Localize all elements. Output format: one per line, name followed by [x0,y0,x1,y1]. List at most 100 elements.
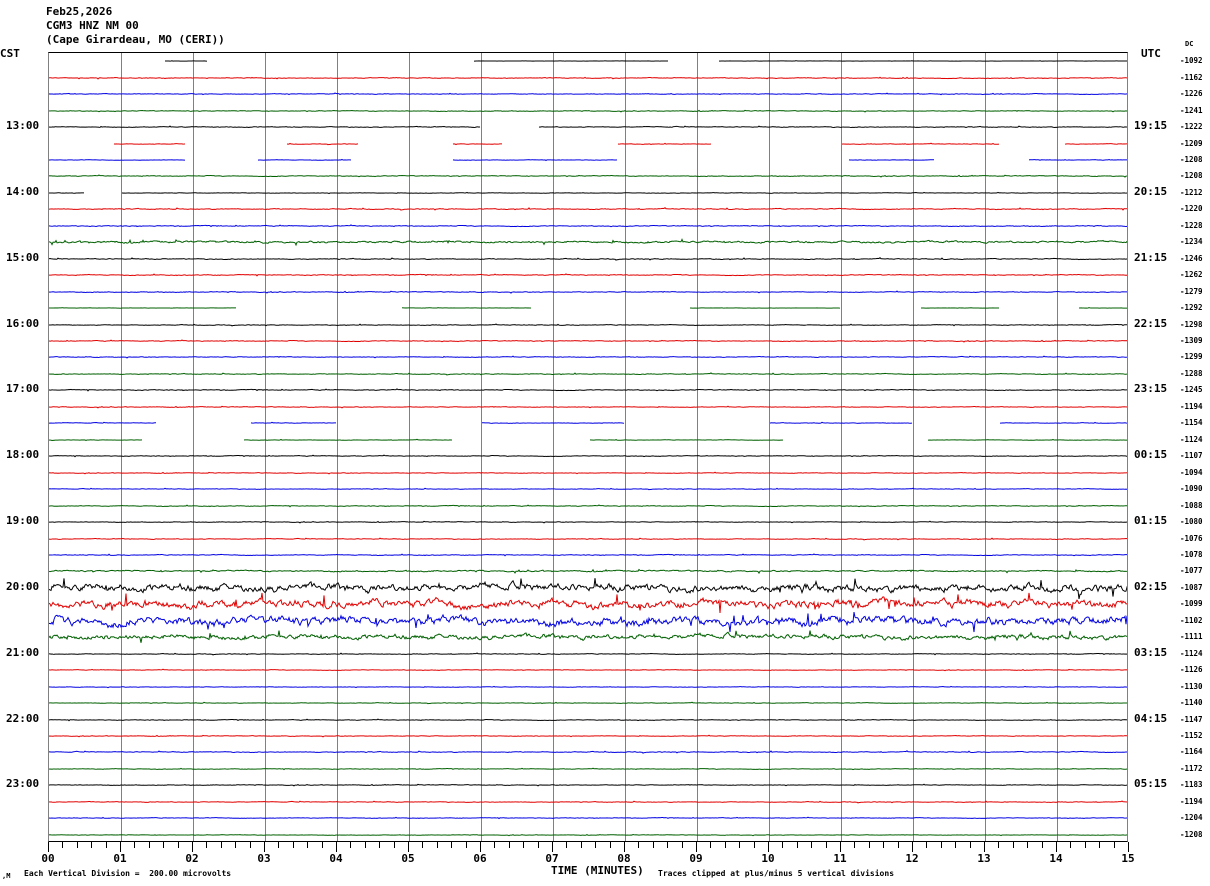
x-axis-minor-tick [566,842,567,848]
x-axis-major-tick [48,842,49,852]
seismic-trace [49,476,1127,502]
x-axis-minor-tick [998,842,999,848]
dc-offset-value: -1099 [1180,599,1203,609]
x-axis-major-tick [264,842,265,852]
dc-offset-value: -1194 [1180,796,1203,806]
grid-line-minute-09 [697,53,698,841]
x-axis-tick-label: 07 [545,852,559,865]
x-axis-minor-tick [725,842,726,848]
x-axis-minor-tick [538,842,539,848]
dc-offset-value: -1087 [1180,582,1203,592]
seismic-trace [49,805,1127,831]
x-axis-tick-label: 11 [833,852,847,865]
dc-offset-value: -1154 [1180,418,1203,428]
seismic-trace [49,789,1127,815]
seismic-trace [49,262,1127,288]
x-axis-major-tick [984,842,985,852]
seismic-trace [49,81,1127,107]
utc-time-label: 05:15 [1134,777,1168,791]
dc-offset-value: -1147 [1180,714,1203,724]
seismic-trace [49,657,1127,683]
dc-offset-value: -1208 [1180,171,1203,181]
clipping-note: Traces clipped at plus/minus 5 vertical … [658,869,895,878]
dc-offset-value: -1226 [1180,89,1203,99]
x-axis-minor-tick [1042,842,1043,848]
dc-offset-value: -1164 [1180,747,1203,757]
x-axis-minor-tick [307,842,308,848]
x-axis-minor-tick [422,842,423,848]
x-axis-tick-label: 13 [977,852,991,865]
x-axis-minor-tick [883,842,884,848]
x-axis-minor-tick [970,842,971,848]
dc-offset-value: -1172 [1180,763,1203,773]
x-axis-minor-tick [221,842,222,848]
dc-offset-value: -1162 [1180,72,1203,82]
x-axis [48,842,1129,852]
seismic-trace [49,756,1127,782]
x-axis-minor-tick [710,842,711,848]
dc-offset-value: -1140 [1180,698,1203,708]
x-axis-minor-tick [134,842,135,848]
x-axis-minor-tick [595,842,596,848]
dc-offset-value: -1298 [1180,319,1203,329]
x-axis-minor-tick [955,842,956,848]
x-axis-minor-tick [754,842,755,848]
x-axis-minor-tick [610,842,611,848]
seismic-trace [49,65,1127,91]
cst-time-label: 18:00 [6,448,40,462]
x-axis-minor-tick [206,842,207,848]
seismogram-plot[interactable] [48,52,1128,842]
x-axis-minor-tick [178,842,179,848]
grid-line-minute-05 [409,53,410,841]
utc-time-label: 01:15 [1134,514,1168,528]
seismic-trace [49,213,1127,239]
seismic-trace [49,493,1127,519]
x-axis-minor-tick [1070,842,1071,848]
vertical-division-note: Each Vertical Division = 200.00 microvol… [24,869,232,878]
x-axis-minor-tick [379,842,380,848]
x-axis-minor-tick [77,842,78,848]
utc-time-label: 00:15 [1134,448,1168,462]
seismic-trace [49,98,1127,124]
cst-time-label: 15:00 [6,250,40,264]
x-axis-major-tick [1128,842,1129,852]
x-axis-minor-tick [682,842,683,848]
header-location: (Cape Girardeau, MO (CERI)) [46,33,225,46]
utc-time-label: 03:15 [1134,645,1168,659]
x-axis-tick-label: 12 [905,852,919,865]
dc-offset-value: -1212 [1180,187,1203,197]
grid-line-minute-13 [985,53,986,841]
x-axis-minor-tick [811,842,812,848]
dc-offset-value: -1124 [1180,434,1203,444]
x-axis-tick-label: 04 [329,852,343,865]
x-axis-minor-tick [926,842,927,848]
x-axis-minor-tick [91,842,92,848]
seismic-trace [49,410,1127,436]
dc-offset-value: -1088 [1180,500,1203,510]
dc-offset-value: -1228 [1180,220,1203,230]
seismic-trace [49,328,1127,354]
seismic-trace [49,361,1127,387]
dc-offset-value: -1245 [1180,385,1203,395]
utc-time-label: 19:15 [1134,119,1168,133]
dc-offset-value: -1279 [1180,286,1203,296]
x-axis-minor-tick [437,842,438,848]
x-axis-major-tick [480,842,481,852]
x-axis-tick-label: 02 [185,852,199,865]
x-axis-tick-label: 14 [1049,852,1063,865]
seismic-trace [49,822,1127,841]
seismic-trace [49,526,1127,552]
x-axis-tick-label: 06 [473,852,487,865]
x-axis-minor-tick [235,842,236,848]
seismic-trace [49,114,1127,140]
dc-offset-value: -1126 [1180,665,1203,675]
seismic-trace [49,575,1127,601]
grid-line-minute-06 [481,53,482,841]
cst-time-label: 17:00 [6,382,40,396]
cst-time-label: 23:00 [6,777,40,791]
dc-offset-value: -1183 [1180,780,1203,790]
dc-offset-value: -1208 [1180,829,1203,839]
seismic-trace [49,312,1127,338]
dc-offset-value: -1094 [1180,467,1203,477]
dc-offset-value: -1077 [1180,566,1203,576]
